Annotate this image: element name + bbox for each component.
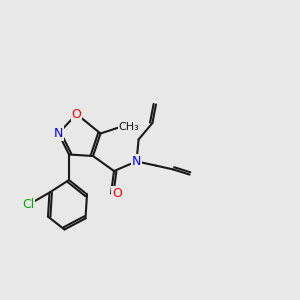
Text: CH₃: CH₃ bbox=[118, 122, 140, 132]
Text: Cl: Cl bbox=[22, 198, 34, 211]
Text: N: N bbox=[54, 127, 63, 140]
Text: O: O bbox=[72, 107, 81, 121]
Text: O: O bbox=[112, 187, 122, 200]
Text: N: N bbox=[132, 155, 141, 168]
